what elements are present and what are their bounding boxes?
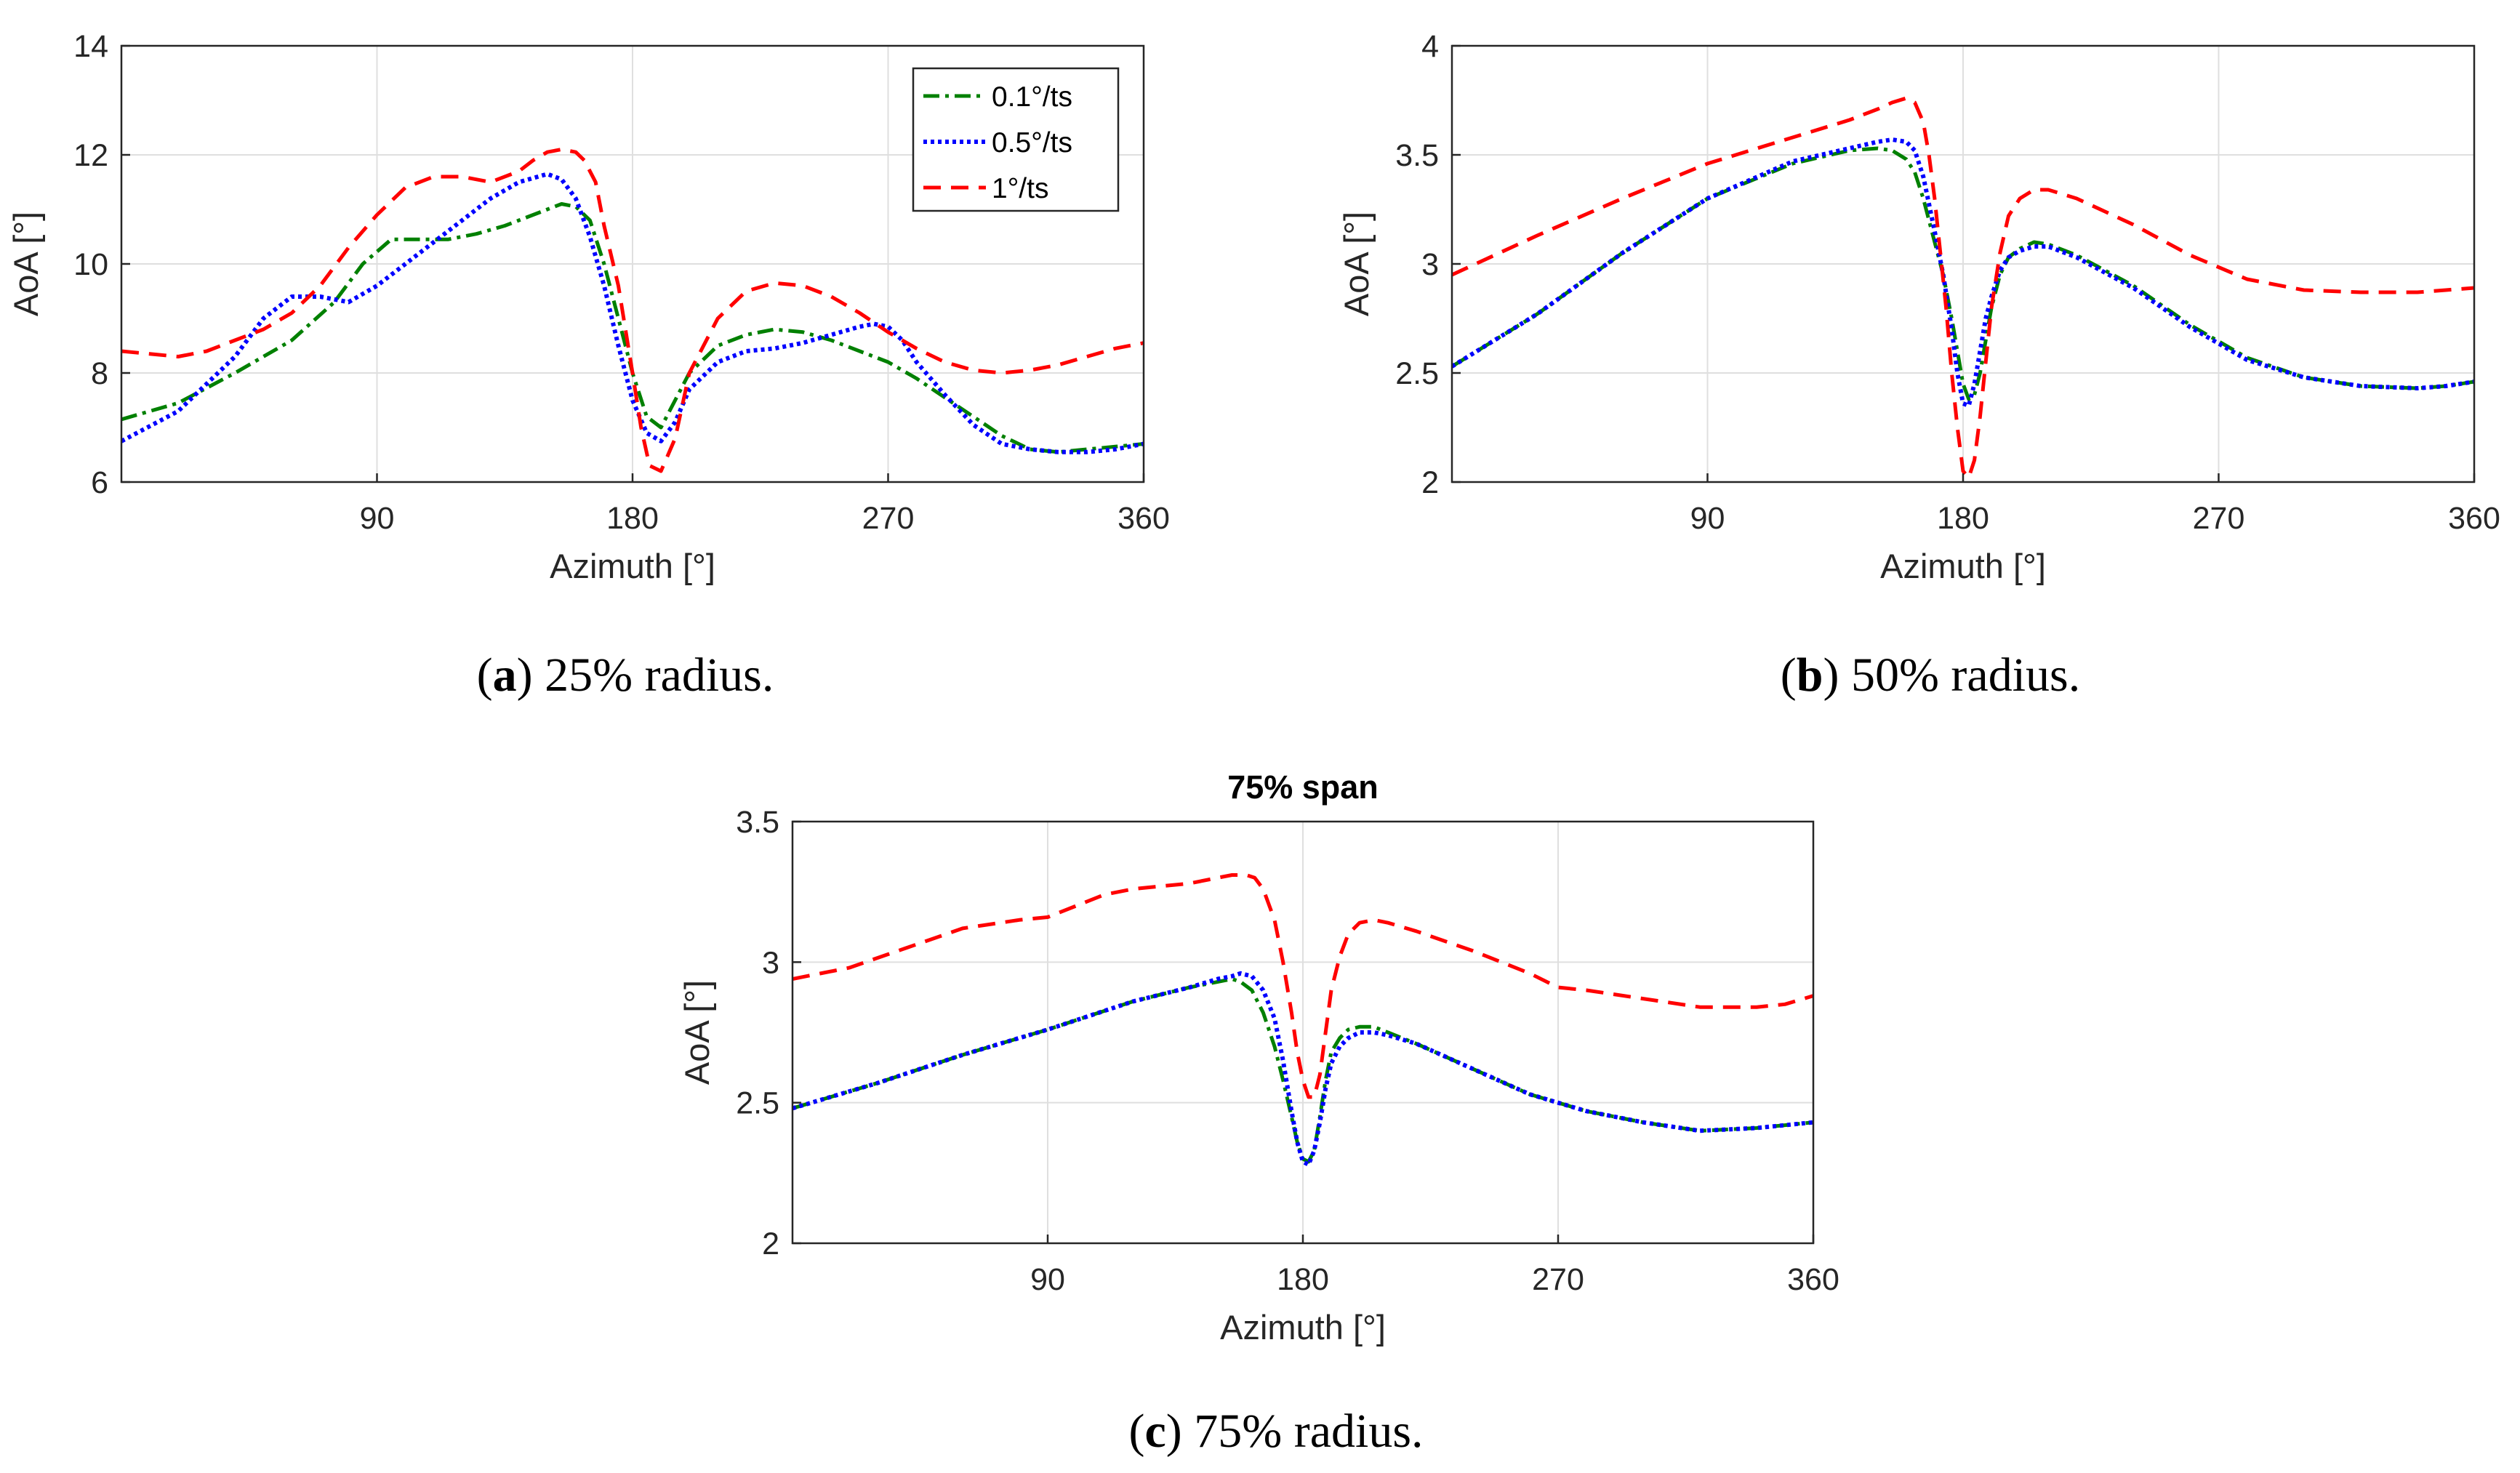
y-tick-label-a-2: 10 <box>73 247 108 282</box>
series-line-c-2 <box>792 971 1813 1167</box>
x-tick-label-a-1: 180 <box>606 501 659 536</box>
series-line-a-3 <box>121 148 1144 473</box>
y-tick-label-a-4: 14 <box>73 29 108 64</box>
y-tick-label-b-4: 4 <box>1421 29 1439 64</box>
x-tick-label-a-2: 270 <box>862 501 915 536</box>
x-axis-label-a: Azimuth [°] <box>550 547 715 585</box>
y-tick-label-c-2: 3 <box>762 945 779 980</box>
x-tick-label-c-1: 180 <box>1277 1262 1329 1297</box>
caption-label-a: a <box>493 649 517 702</box>
y-tick-label-c-1: 2.5 <box>736 1086 779 1121</box>
y-tick-label-a-1: 8 <box>91 356 108 391</box>
chart-title-c: 75% span <box>1227 768 1379 806</box>
x-tick-label-a-3: 360 <box>1117 501 1170 536</box>
series-line-a-1 <box>121 202 1144 454</box>
panel-c: 75% span 90 180 270 360 2 2.5 3 3.5 Azimuth [°]… <box>678 768 1839 1458</box>
x-tick-label-b-0: 90 <box>1690 501 1725 536</box>
y-axis-label-c: AoA [°] <box>678 980 716 1085</box>
legend-label-3: 1°/ts <box>992 173 1048 204</box>
y-tick-label-a-0: 6 <box>91 465 108 500</box>
x-tick-label-c-2: 270 <box>1532 1262 1584 1297</box>
x-tick-label-c-0: 90 <box>1030 1262 1065 1297</box>
y-tick-label-c-0: 2 <box>762 1227 779 1261</box>
caption-label-c: c <box>1144 1405 1165 1458</box>
y-tick-label-b-3: 3.5 <box>1395 138 1439 173</box>
legend-label-1: 0.1°/ts <box>992 81 1072 113</box>
series-line-b-2 <box>1452 137 2474 408</box>
y-tick-label-c-3: 3.5 <box>736 805 779 840</box>
caption-text-a: 25% radius. <box>545 649 774 702</box>
x-axis-label-b: Azimuth [°] <box>1880 547 2046 585</box>
series-line-b-1 <box>1452 146 2474 401</box>
legend-label-2: 0.5°/ts <box>992 127 1072 158</box>
y-tick-label-a-3: 12 <box>73 138 108 173</box>
legend: 0.1°/ts 0.5°/ts 1°/ts <box>912 67 1120 212</box>
x-tick-label-b-2: 270 <box>2193 501 2245 536</box>
panel-b: 90 180 270 360 2 2.5 3 3.5 4 Azimuth [°] AoA [°]… <box>1337 29 2500 702</box>
series-line-a-2 <box>121 172 1144 454</box>
series-line-b-3 <box>1452 96 2474 480</box>
x-tick-label-b-3: 360 <box>2448 501 2500 536</box>
caption-a: (a) 25% radius. <box>477 649 774 702</box>
caption-c: (c) 75% radius. <box>1128 1405 1423 1458</box>
y-tick-label-b-0: 2 <box>1421 465 1439 500</box>
caption-label-b: b <box>1797 649 1823 702</box>
caption-text-c: 75% radius. <box>1194 1405 1423 1458</box>
caption-b: (b) 50% radius. <box>1781 649 2080 702</box>
x-tick-label-b-1: 180 <box>1937 501 1989 536</box>
series-line-c-3 <box>792 873 1813 1099</box>
y-axis-label-a: AoA [°] <box>7 212 45 316</box>
x-axis-label-c: Azimuth [°] <box>1220 1308 1386 1346</box>
x-tick-label-a-0: 90 <box>360 501 395 536</box>
caption-text-b: 50% radius. <box>1851 649 2080 702</box>
y-tick-label-b-1: 2.5 <box>1395 356 1439 391</box>
x-tick-label-c-3: 360 <box>1787 1262 1839 1297</box>
y-axis-label-b: AoA [°] <box>1337 212 1376 316</box>
y-tick-label-b-2: 3 <box>1421 247 1439 282</box>
